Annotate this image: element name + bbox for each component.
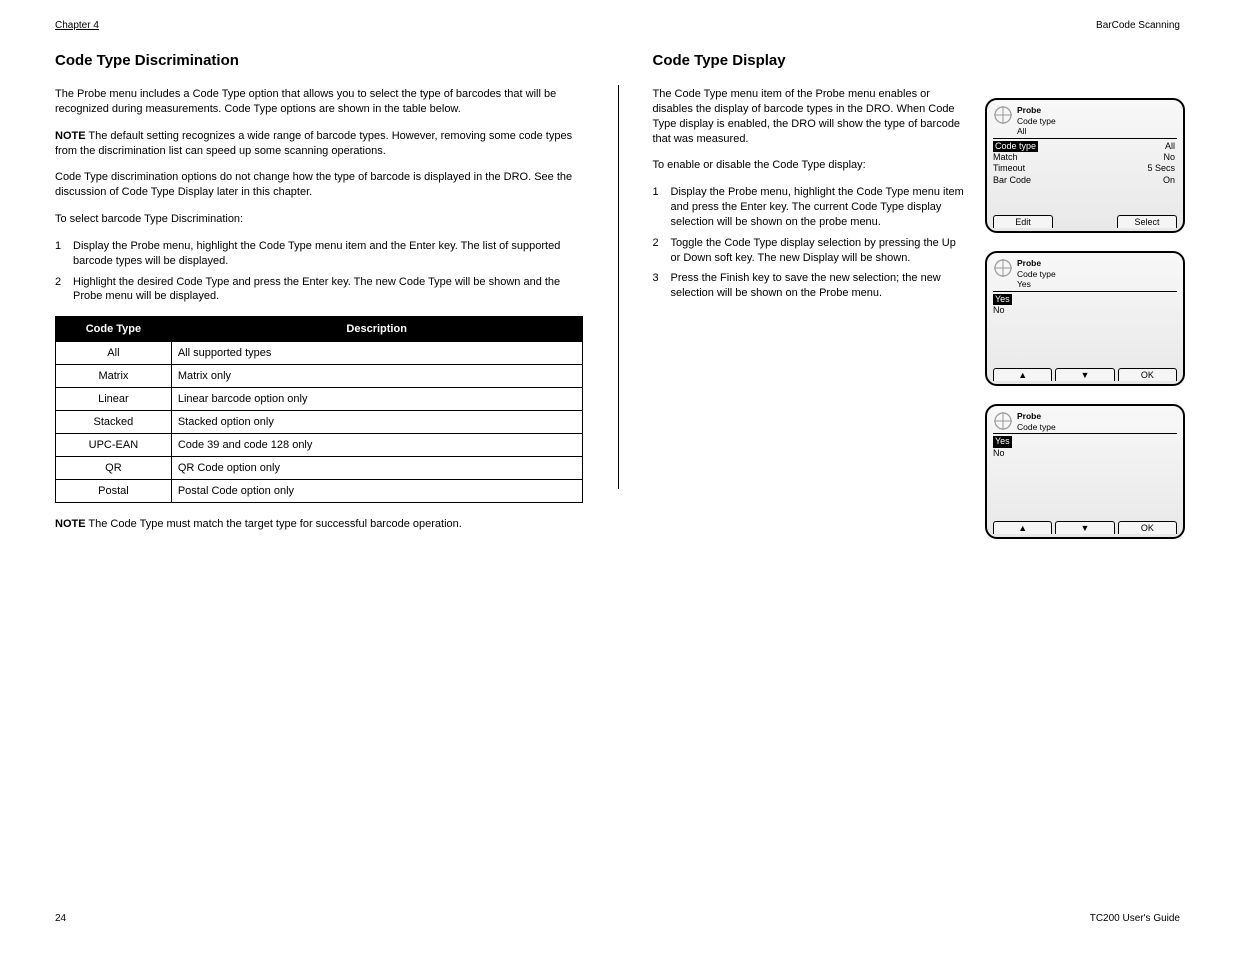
softkey[interactable]: ▼ <box>1055 368 1114 381</box>
crosshair-icon <box>993 411 1013 431</box>
table-row: QRQR Code option only <box>56 457 583 480</box>
left-title: Code Type Discrimination <box>55 52 583 69</box>
softkey[interactable]: OK <box>1118 368 1177 381</box>
codes-table: Code Type Description AllAll supported t… <box>55 316 583 503</box>
left-p1: The Probe menu includes a Code Type opti… <box>55 87 583 117</box>
left-p2: Code Type discrimination options do not … <box>55 170 583 200</box>
left-p4-wrap: NOTE The Code Type must match the target… <box>55 517 583 532</box>
softkey[interactable]: ▲ <box>993 368 1052 381</box>
footer-left: 24 <box>55 913 66 924</box>
list-item: 2Toggle the Code Type display selection … <box>653 236 966 266</box>
right-p1: The Code Type menu item of the Probe men… <box>653 87 966 146</box>
softkey <box>1056 215 1114 228</box>
softkey[interactable]: ▼ <box>1055 521 1114 534</box>
note-text: The default setting recognizes a wide ra… <box>55 130 572 157</box>
page-footer: 24 TC200 User's Guide <box>55 913 1180 924</box>
table-row: PostalPostal Code option only <box>56 480 583 503</box>
right-title: Code Type Display <box>653 52 966 69</box>
softkey[interactable]: ▲ <box>993 521 1052 534</box>
softkey[interactable]: Edit <box>993 215 1053 228</box>
table-row: UPC-EANCode 39 and code 128 only <box>56 434 583 457</box>
footer-right: TC200 User's Guide <box>1090 913 1180 924</box>
list-item: 3Press the Finish key to save the new se… <box>653 271 966 301</box>
crosshair-icon <box>993 258 1013 278</box>
left-p4: The Code Type must match the target type… <box>88 518 461 530</box>
right-steps: 1Display the Probe menu, highlight the C… <box>653 185 966 301</box>
lcd-screen: ProbeCode typeYes YesNo ▲▼OK <box>985 251 1185 386</box>
table-row: MatrixMatrix only <box>56 365 583 388</box>
table-row: LinearLinear barcode option only <box>56 388 583 411</box>
softkey[interactable]: Select <box>1117 215 1177 228</box>
list-item: 1Display the Probe menu, highlight the C… <box>653 185 966 230</box>
left-note: NOTE The default setting recognizes a wi… <box>55 129 583 159</box>
table-row: AllAll supported types <box>56 342 583 365</box>
lcd-screen: ProbeCode type YesNo ▲▼OK <box>985 404 1185 539</box>
th-code: Code Type <box>56 317 172 342</box>
lcd-screens: ProbeCode typeAll Code typeAllMatchNoTim… <box>985 98 1185 539</box>
th-desc: Description <box>171 317 582 342</box>
crosshair-icon <box>993 105 1013 125</box>
list-item: 2Highlight the desired Code Type and pre… <box>55 275 583 305</box>
left-p3: To select barcode Type Discrimination: <box>55 212 583 227</box>
left-p4-label: NOTE <box>55 518 86 530</box>
table-row: StackedStacked option only <box>56 411 583 434</box>
left-steps: 1Display the Probe menu, highlight the C… <box>55 239 583 304</box>
right-column: Code Type Display The Code Type menu ite… <box>618 40 1181 544</box>
list-item: 1Display the Probe menu, highlight the C… <box>55 239 583 269</box>
note-label: NOTE <box>55 130 86 142</box>
left-column: Code Type Discrimination The Probe menu … <box>55 40 618 544</box>
softkey[interactable]: OK <box>1118 521 1177 534</box>
lcd-screen: ProbeCode typeAll Code typeAllMatchNoTim… <box>985 98 1185 233</box>
right-p2: To enable or disable the Code Type displ… <box>653 158 966 173</box>
